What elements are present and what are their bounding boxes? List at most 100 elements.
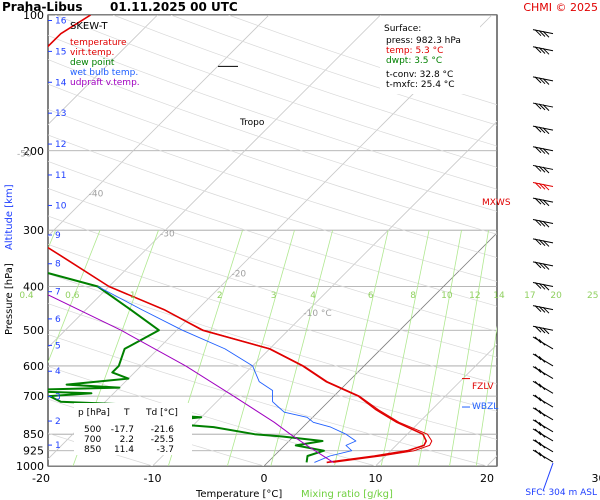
surface-info: Surface: press: 982.3 hPa temp: 5.3 °C d… xyxy=(380,20,480,94)
table-cell: -17.7 xyxy=(111,425,134,435)
legend: SKEW-T temperature virt.temp. dew point … xyxy=(70,21,140,88)
wind-barb-feather xyxy=(538,355,546,363)
wind-barb-feather xyxy=(542,306,550,314)
mixing-ratio-line xyxy=(334,230,389,466)
mixing-ratio-label: 25 xyxy=(587,291,598,301)
wind-barb-feather xyxy=(534,419,542,427)
altitude-tick-label: 3 xyxy=(55,392,61,402)
wind-barb-feather xyxy=(538,30,546,37)
wind-barb-feather xyxy=(542,127,550,135)
wind-barb-feather xyxy=(542,199,550,207)
wind-barb-feather xyxy=(538,47,546,54)
mixing-ratio-line xyxy=(380,230,430,466)
series-line-dew-point xyxy=(48,271,325,463)
isotherm-label: -40 xyxy=(89,189,104,199)
x-tick-label: 0 xyxy=(261,472,268,485)
wind-barb-feather xyxy=(534,305,542,312)
tropo-label: Tropo xyxy=(239,118,265,128)
surface-press: press: 982.3 hPa xyxy=(386,36,461,46)
wind-barb-feather xyxy=(538,239,546,246)
dry-adiabat-line xyxy=(48,303,497,440)
wind-barb-feather xyxy=(534,182,542,189)
altitude-tick-label: 1 xyxy=(55,441,61,451)
wind-barb-feather xyxy=(534,380,542,388)
pressure-tick-label: 200 xyxy=(23,145,44,158)
wind-barb-feather xyxy=(538,198,546,206)
grid-layer xyxy=(48,15,600,466)
wind-barb-feather xyxy=(538,219,546,227)
altitude-tick-label: 15 xyxy=(55,47,66,57)
legend-title: SKEW-T xyxy=(70,21,108,32)
isotherm-line xyxy=(48,15,158,126)
table-cell: 500 xyxy=(84,425,101,435)
surface-wind-stem xyxy=(542,462,554,492)
dry-adiabat-line xyxy=(48,432,153,466)
series-layer xyxy=(48,15,433,464)
wind-barb-feather xyxy=(538,441,546,449)
mixing-ratio-line xyxy=(540,230,567,466)
y-axis-title-altitude: Altitude [km] xyxy=(4,184,15,250)
wind-barb-feather xyxy=(534,197,542,205)
level-table: p [hPa] T Td [°C] 500 -17.7 -21.6 700 2.… xyxy=(74,403,192,455)
mxws-label: MXWS xyxy=(482,198,511,208)
mixing-ratio-line xyxy=(226,230,295,466)
dry-adiabat-line xyxy=(48,334,488,466)
table-cell: 850 xyxy=(84,445,101,455)
wind-barb-feather xyxy=(534,219,542,226)
wind-barbs xyxy=(532,29,554,492)
pressure-tick-label: 400 xyxy=(23,281,44,294)
dry-adiabat-line xyxy=(48,108,497,259)
wind-barb-feather xyxy=(534,366,542,373)
pressure-tick-label: 500 xyxy=(23,324,44,337)
mixing-ratio-label: 12 xyxy=(469,291,480,301)
wind-barb-feather xyxy=(538,165,546,173)
mixing-ratio-line xyxy=(580,230,600,466)
pressure-tick-label: 1000 xyxy=(16,460,44,473)
surface-title: Surface: xyxy=(384,24,421,34)
surface-dwpt: dwpt: 3.5 °C xyxy=(386,56,442,66)
wind-barb-feather xyxy=(538,338,546,346)
table-cell: 11.4 xyxy=(114,445,134,455)
altitude-tick-label: 6 xyxy=(55,315,61,325)
table-cell: -25.5 xyxy=(151,435,174,445)
pressure-tick-label: 600 xyxy=(23,360,44,373)
sfc-label: SFC: 304 m ASL xyxy=(525,488,597,498)
wind-barb-feather xyxy=(534,46,542,54)
mixing-ratio-line xyxy=(449,230,489,466)
wind-barb-feather xyxy=(534,146,542,154)
x-tick-label: 20 xyxy=(480,472,494,485)
altitude-tick-label: 2 xyxy=(55,417,61,427)
dry-adiabat-line xyxy=(113,15,497,147)
wind-barb-feather xyxy=(538,182,546,190)
mixing-ratio-label: 3 xyxy=(271,291,277,301)
table-cell: 2.2 xyxy=(120,435,134,445)
wind-barb-feather xyxy=(538,409,546,417)
wind-barb-feather xyxy=(538,383,546,391)
level-table-background xyxy=(74,403,192,455)
wind-barb-feather xyxy=(542,183,550,191)
wind-barb-feather xyxy=(538,421,546,429)
wind-barb-feather xyxy=(538,431,546,438)
wind-barb-feather xyxy=(538,282,546,290)
table-header-p: p [hPa] xyxy=(78,408,110,418)
altitude-tick-label: 5 xyxy=(55,341,61,351)
x-tick-label: -10 xyxy=(144,472,162,485)
dry-adiabat-line xyxy=(48,134,497,282)
mixing-ratio-label: 2 xyxy=(217,291,223,301)
mixing-ratio-line xyxy=(418,230,462,466)
wind-barb-feather xyxy=(534,76,542,84)
datetime-title: 01.11.2025 00 UTC xyxy=(110,0,238,14)
dry-adiabat-line xyxy=(48,215,497,358)
dry-adiabat-line xyxy=(48,83,497,235)
fzlv-label: FZLV xyxy=(472,382,494,392)
surface-tmxfc: t-mxfc: 25.4 °C xyxy=(386,80,455,90)
wind-barb-feather xyxy=(534,125,542,133)
wind-barb-feather xyxy=(542,30,550,38)
pressure-tick-label: 300 xyxy=(23,224,44,237)
surface-info-background xyxy=(380,20,480,94)
mixing-ratio-label: 4 xyxy=(310,291,316,301)
wind-barb-feather xyxy=(538,452,546,459)
surface-temp: temp: 5.3 °C xyxy=(386,46,443,56)
isotherm-label: -50 xyxy=(17,149,32,159)
dry-adiabat-line xyxy=(48,273,497,412)
